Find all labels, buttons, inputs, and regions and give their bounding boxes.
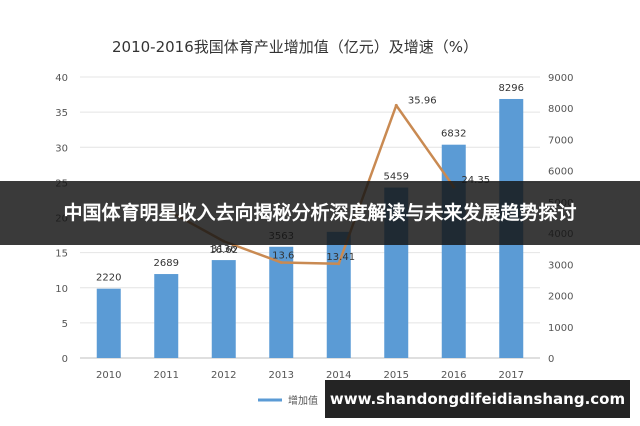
x-tick-label: 2012 (211, 370, 236, 381)
watermark-box: www.shandongdifeidianshang.com (325, 380, 630, 418)
right-tick-label: 3000 (548, 260, 573, 271)
banner-title: 中国体育明星收入去向揭秘分析深度解读与未来发展趋势探讨 (63, 202, 577, 224)
line-point (279, 260, 283, 264)
x-tick-label: 2015 (384, 370, 409, 381)
bar (326, 231, 351, 358)
bar (154, 274, 179, 358)
x-tick-label: 2010 (96, 370, 121, 381)
right-tick-label: 0 (548, 354, 554, 365)
right-tick-label: 6000 (548, 167, 573, 178)
line-point (337, 262, 341, 266)
bar (441, 144, 466, 358)
bar-data-label: 3136 (211, 244, 236, 255)
left-tick-label: 30 (55, 143, 68, 154)
bar-data-label: 8296 (499, 83, 524, 94)
right-tick-label: 9000 (548, 73, 573, 84)
chart-title: 2010-2016我国体育产业增加值（亿元）及增速（%） (112, 38, 478, 56)
right-tick-label: 7000 (548, 135, 573, 146)
x-tick-label: 2011 (154, 370, 179, 381)
bar-data-label: 5459 (384, 172, 409, 183)
bar-data-label: 2689 (154, 258, 179, 269)
left-tick-label: 0 (62, 354, 68, 365)
right-tick-label: 2000 (548, 292, 573, 303)
left-tick-label: 5 (62, 319, 68, 330)
bar-data-label: 6832 (441, 129, 466, 140)
right-tick-label: 1000 (548, 323, 573, 334)
bar (269, 246, 294, 358)
watermark-url: www.shandongdifeidianshang.com (329, 390, 626, 408)
line-point (394, 103, 398, 107)
line-data-label: 35.96 (408, 95, 437, 106)
left-tick-label: 35 (55, 108, 68, 119)
line-data-label: 13.6 (272, 250, 294, 261)
bar-data-label: 2220 (96, 273, 121, 284)
line-data-label: 16.62 (209, 245, 238, 256)
line-data-label: 24.35 (461, 175, 490, 186)
left-tick-label: 10 (55, 284, 68, 295)
right-tick-label: 8000 (548, 104, 573, 115)
x-tick-label: 2013 (269, 370, 294, 381)
title-banner: 中国体育明星收入去向揭秘分析深度解读与未来发展趋势探讨 (0, 181, 640, 245)
bar (96, 288, 121, 358)
x-axis: 2010 2011 2012 2013 2014 2015 2016 2017 (96, 370, 524, 381)
legend: 增加值 (258, 394, 318, 407)
x-tick-label: 2017 (499, 370, 524, 381)
left-tick-label: 40 (55, 73, 68, 84)
x-tick-label: 2014 (326, 370, 351, 381)
left-tick-label: 15 (55, 249, 68, 260)
x-tick-label: 2016 (441, 370, 466, 381)
bar (211, 260, 236, 358)
line-data-label: 13.41 (326, 252, 355, 263)
bar-series: 2220268931363563545968328296 (96, 83, 524, 359)
legend-label: 增加值 (288, 394, 318, 407)
